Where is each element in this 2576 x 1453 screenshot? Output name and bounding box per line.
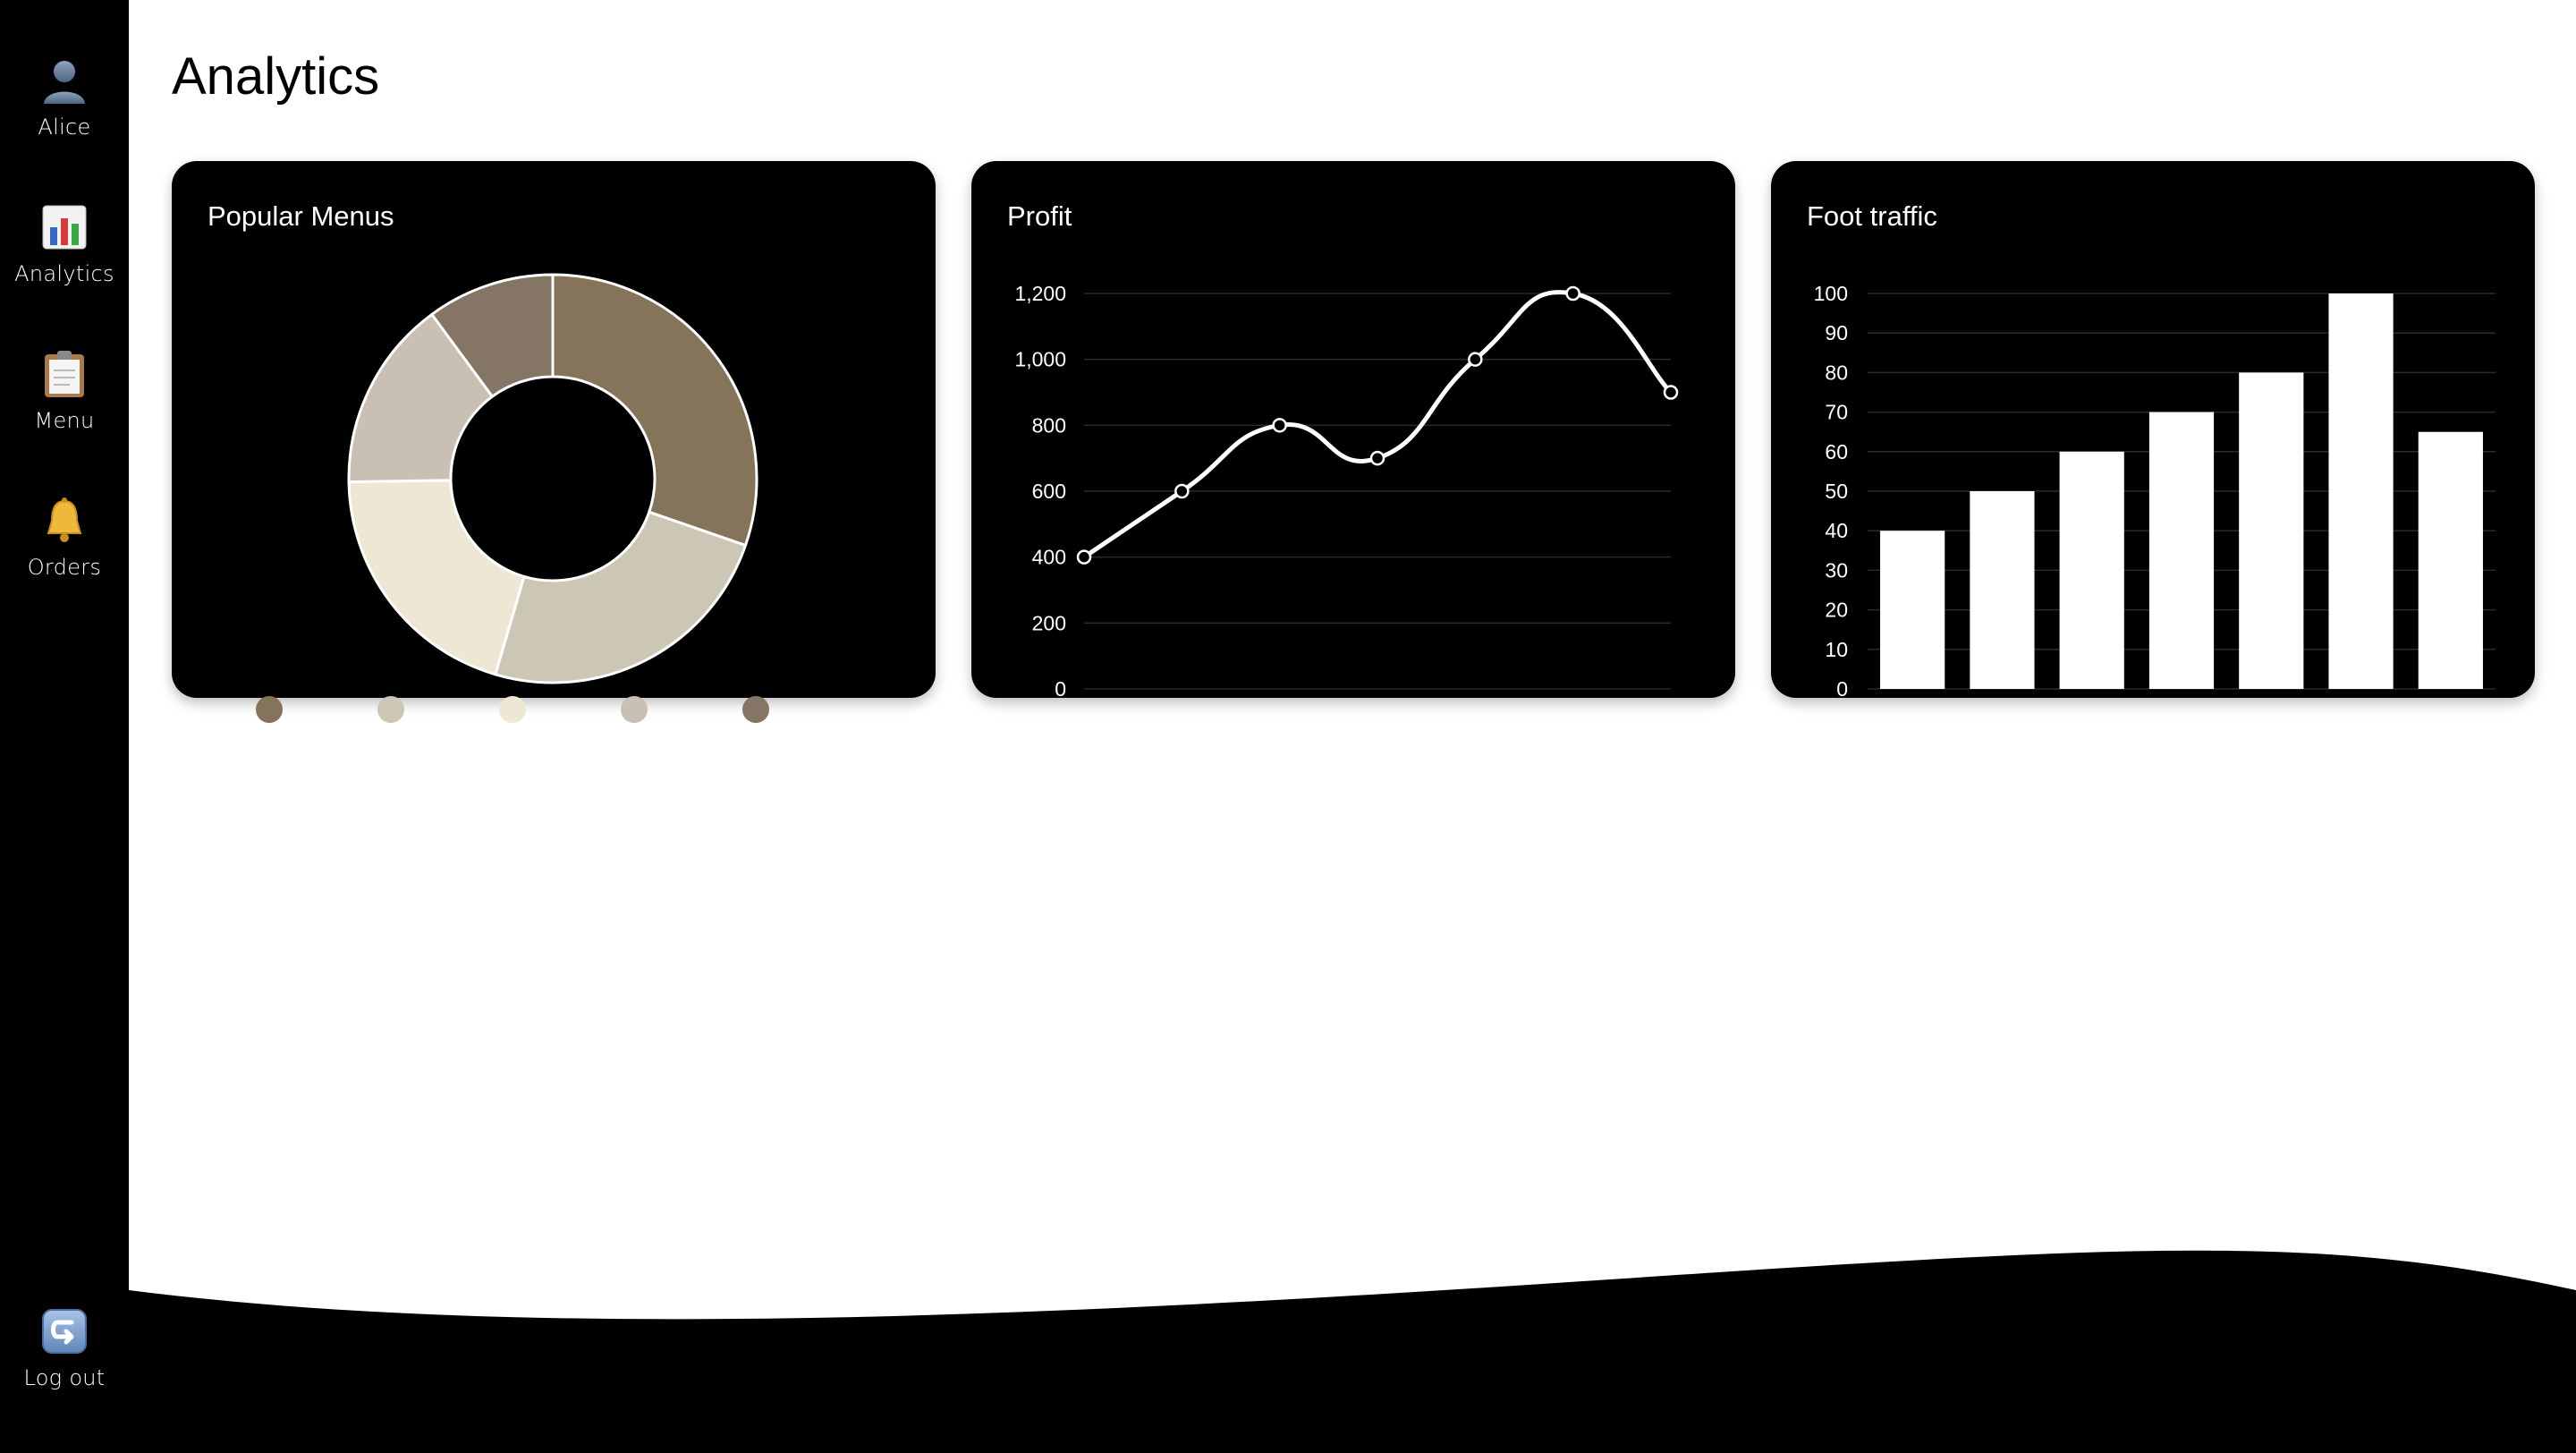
profit-chart: 0 200 400 600 800 1,000 1,200	[1014, 282, 1679, 698]
legend-marker-5[interactable]	[742, 696, 769, 723]
page-title: Analytics	[172, 47, 380, 106]
traffic-bar-6[interactable]	[2328, 293, 2394, 689]
popular-menus-title: Popular Menus	[208, 200, 394, 232]
doughnut-slice-5[interactable]	[429, 273, 555, 399]
logout-button[interactable]: Log out	[0, 1306, 129, 1390]
foot-traffic-title: Foot traffic	[1807, 200, 1937, 232]
popular-menus-chart	[347, 273, 758, 684]
sidebar-profile[interactable]: Alice	[0, 55, 129, 140]
profit-point-4[interactable]	[1369, 450, 1385, 466]
sidebar-item-menu[interactable]: Menu	[0, 349, 129, 433]
traffic-bar-5[interactable]	[2239, 372, 2304, 689]
profit-point-6[interactable]	[1565, 285, 1580, 302]
traffic-bar-4[interactable]	[2148, 412, 2215, 689]
sidebar-item-label: Analytics	[14, 261, 114, 286]
profit-point-7[interactable]	[1663, 385, 1679, 400]
legend-marker-1[interactable]	[256, 696, 283, 723]
traffic-bar-1[interactable]	[1880, 531, 1945, 689]
y-tick-label: 200	[1032, 611, 1066, 634]
foot-traffic-card: Foot traffic 0 10 20 30 40 50 60 70 80 90 100	[1771, 161, 2535, 698]
y-tick-label: 50	[1825, 480, 1848, 503]
profit-point-2[interactable]	[1174, 483, 1190, 499]
popular-menus-legend	[256, 696, 810, 728]
profit-point-1[interactable]	[1076, 549, 1092, 565]
traffic-bar-3[interactable]	[2059, 451, 2124, 689]
logout-label: Log out	[23, 1365, 106, 1390]
legend-marker-2[interactable]	[377, 696, 404, 723]
y-tick-label: 20	[1825, 599, 1848, 622]
y-tick-label: 600	[1032, 480, 1066, 503]
y-tick-label: 400	[1032, 546, 1066, 569]
profit-point-5[interactable]	[1468, 352, 1483, 367]
doughnut-slice-3[interactable]	[347, 479, 526, 676]
foot-traffic-chart: 0 10 20 30 40 50 60 70 80 90 100	[1814, 282, 2496, 698]
y-tick-label: 60	[1825, 440, 1848, 463]
profit-card: Profit 0 200 400 600 800 1,000 1,200	[971, 161, 1735, 698]
doughnut-slice-1[interactable]	[551, 273, 758, 548]
clipboard-icon	[45, 351, 84, 397]
sidebar-item-analytics[interactable]: Analytics	[0, 202, 129, 286]
profit-title: Profit	[1007, 200, 1072, 232]
sidebar-item-orders[interactable]: Orders	[0, 496, 129, 580]
sidebar-item-label: Orders	[27, 555, 102, 580]
popular-menus-card: Popular Menus	[172, 161, 936, 698]
user-avatar-icon	[44, 61, 85, 104]
sidebar-profile-label: Alice	[38, 115, 91, 140]
bar-chart-icon	[42, 205, 87, 250]
y-tick-label: 1,000	[1014, 348, 1066, 371]
y-tick-label: 100	[1814, 282, 1848, 305]
y-tick-label: 10	[1825, 638, 1848, 661]
sidebar: Alice Analytics Menu Orders	[0, 0, 129, 1453]
y-tick-label: 800	[1032, 413, 1066, 437]
y-tick-label: 0	[1836, 677, 1848, 698]
logout-icon	[42, 1309, 87, 1354]
y-tick-label: 40	[1825, 519, 1848, 542]
legend-marker-4[interactable]	[621, 696, 648, 723]
doughnut-slice-4[interactable]	[347, 312, 495, 484]
doughnut-slice-2[interactable]	[493, 510, 748, 684]
y-tick-label: 0	[1055, 677, 1066, 698]
y-tick-label: 90	[1825, 321, 1848, 344]
bell-icon	[47, 497, 82, 542]
traffic-bar-2[interactable]	[1970, 491, 2035, 689]
profit-point-3[interactable]	[1272, 418, 1287, 433]
sidebar-item-label: Menu	[34, 408, 95, 433]
y-tick-label: 30	[1825, 558, 1848, 582]
y-tick-label: 1,200	[1014, 282, 1066, 305]
legend-marker-3[interactable]	[499, 696, 526, 723]
traffic-bar-7[interactable]	[2418, 431, 2483, 689]
y-tick-label: 70	[1825, 401, 1848, 424]
y-tick-label: 80	[1825, 361, 1848, 384]
